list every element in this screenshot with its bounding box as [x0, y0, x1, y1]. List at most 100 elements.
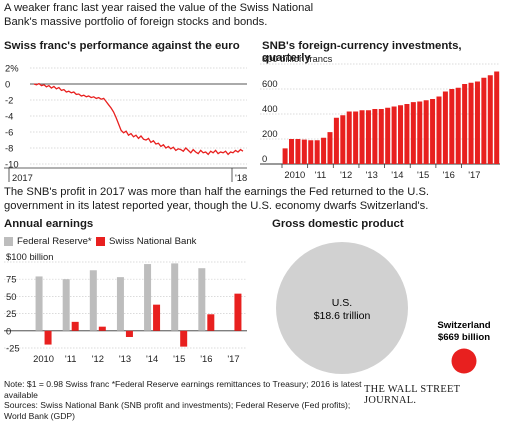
investment-bar	[372, 109, 378, 164]
legend-label-snb: Swiss National Bank	[109, 236, 197, 247]
snb-earnings-bar	[125, 330, 133, 337]
gdp-chart: U.S. $18.6 trillion Switzerland $669 bil…	[276, 242, 491, 374]
x-tick-label: '14	[146, 353, 158, 364]
investment-bar	[321, 137, 327, 164]
y-tick-label: 25	[6, 308, 16, 319]
x-tick-label: 2010	[33, 353, 54, 364]
investment-bar	[442, 91, 448, 164]
investment-bar	[333, 117, 339, 164]
y-tick-label: 400	[262, 103, 278, 114]
snb-earnings-bar	[98, 326, 106, 331]
investment-bar	[417, 101, 423, 164]
investment-bar	[378, 109, 384, 164]
fed-earnings-bar	[144, 264, 152, 331]
investment-bar	[289, 139, 295, 164]
y-tick-label: $100 billion	[6, 251, 53, 262]
fed-earnings-bar	[171, 263, 179, 331]
intro-text: A weaker franc last year raised the valu…	[4, 2, 314, 28]
note-text: Note: $1 = 0.98 Swiss franc *Federal Res…	[4, 379, 362, 400]
fed-earnings-bar	[89, 270, 97, 331]
x-tick-label: '16	[443, 169, 455, 180]
legend-label-fed: Federal Reserve*	[17, 236, 92, 247]
y-tick-label: -10	[5, 159, 19, 170]
us-gdp-name: U.S.	[332, 297, 352, 309]
snb-earnings-bar	[153, 304, 161, 331]
investment-bar	[468, 82, 474, 164]
fed-earnings-bar	[35, 276, 43, 331]
x-tick-label: '16	[200, 353, 212, 364]
investment-bar	[487, 75, 493, 164]
y-tick-label: 0	[5, 79, 10, 90]
y-tick-label: -25	[6, 343, 20, 354]
investment-bar	[436, 96, 442, 164]
fed-earnings-bar	[198, 268, 206, 331]
x-tick-label: '17	[468, 169, 480, 180]
x-tick-label: 2010	[284, 169, 305, 180]
snb-earnings-bar	[71, 321, 79, 331]
wsj-graphic: A weaker franc last year raised the valu…	[4, 2, 500, 421]
snb-earnings-bar	[234, 293, 242, 331]
y-tick-label: 200	[262, 128, 278, 139]
us-gdp-circle	[276, 242, 408, 374]
investment-bar	[423, 100, 429, 164]
y-tick-label: 0	[262, 153, 267, 164]
investment-bar	[353, 111, 359, 164]
y-tick-label: -6	[5, 127, 13, 138]
investment-bar	[340, 115, 346, 164]
investment-bar	[301, 139, 307, 164]
legend-snb: Swiss National Bank	[96, 236, 196, 247]
x-tick-label: '15	[417, 169, 429, 180]
franc-chart-title: Swiss franc's performance against the eu…	[4, 40, 240, 52]
y-tick-label: 2%	[5, 63, 19, 74]
snb-earnings-bar	[44, 330, 52, 345]
earnings-chart: $100 billion 75 50 25 0 -25 2010 '11 '12 '13 '14 '…	[4, 251, 247, 364]
investment-bar	[346, 111, 352, 164]
investment-bar	[449, 89, 455, 164]
investment-bar	[385, 107, 391, 164]
y-tick-label: 600	[262, 78, 278, 89]
investment-bar	[404, 104, 410, 164]
legend-fed: Federal Reserve*	[4, 236, 92, 247]
investment-bar	[359, 110, 365, 164]
snb-earnings-bar	[180, 330, 188, 347]
switzerland-gdp-value: $669 billion	[438, 332, 490, 343]
us-gdp-value: $18.6 trillion	[314, 310, 371, 322]
franc-series-line	[33, 82, 244, 156]
middle-text: The SNB's profit in 2017 was more than h…	[4, 186, 430, 212]
fed-earnings-bar	[62, 279, 70, 331]
investment-bar	[327, 132, 333, 164]
investment-bar	[410, 102, 416, 164]
investment-bar	[308, 140, 314, 164]
x-tick-label: 2017	[12, 172, 33, 183]
sources-text: Sources: Swiss National Bank (SNB profit…	[4, 400, 351, 421]
investment-bar	[455, 87, 461, 164]
legend-swatch-fed	[4, 237, 13, 246]
investment-bar	[314, 140, 320, 164]
x-tick-label: '15	[173, 353, 185, 364]
x-tick-label: '12	[340, 169, 352, 180]
legend-swatch-snb	[96, 237, 105, 246]
switzerland-gdp-name: Switzerland	[437, 320, 490, 331]
investment-bar	[391, 106, 397, 164]
x-tick-label: '13	[119, 353, 131, 364]
fed-earnings-bar	[116, 277, 124, 331]
investment-bar	[494, 71, 500, 164]
publisher-logo: THE WALL STREET JOURNAL.	[364, 384, 461, 406]
y-tick-label: -2	[5, 95, 13, 106]
y-tick-label: 50	[6, 291, 16, 302]
investment-bar	[295, 139, 301, 164]
switzerland-gdp-circle	[451, 348, 477, 374]
investment-bar	[474, 81, 480, 164]
snb-earnings-bar	[207, 314, 215, 331]
gdp-chart-title: Gross domestic product	[272, 218, 404, 230]
investments-chart-title: SNB's foreign-currency investments, quar…	[262, 40, 462, 64]
investment-bar	[398, 105, 404, 164]
y-tick-label: 800 billion francs	[262, 54, 333, 64]
x-tick-label: '17	[227, 353, 239, 364]
investment-bar	[481, 77, 487, 164]
x-tick-label: '13	[366, 169, 378, 180]
x-tick-label: '11	[315, 169, 327, 180]
investment-bar	[282, 148, 288, 164]
y-tick-label: 75	[6, 274, 16, 285]
earnings-chart-title: Annual earnings	[4, 218, 94, 230]
